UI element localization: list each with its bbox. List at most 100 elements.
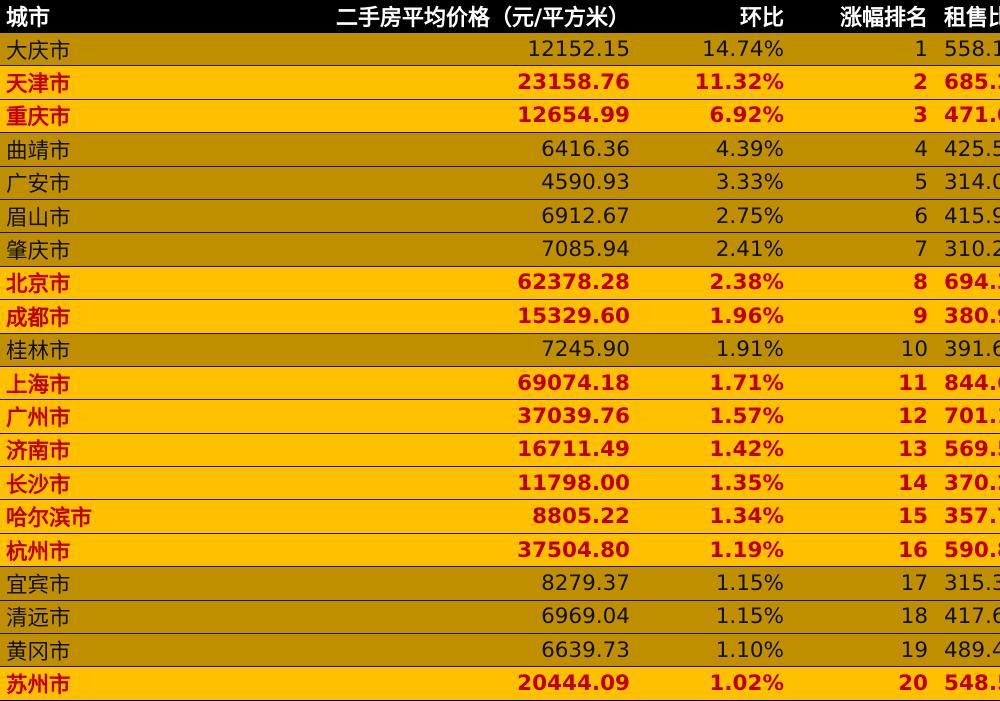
cell-rent-ratio: 370.2	[938, 466, 1000, 500]
cell-avg-price: 12654.99	[206, 98, 640, 133]
cell-rank: 13	[794, 432, 938, 467]
cell-city: 广安市	[0, 165, 206, 200]
cell-city: 上海市	[0, 365, 206, 400]
table-row: 清远市 6969.04 1.15% 18 417.6	[0, 599, 1000, 634]
cell-rent-ratio: 425.5	[938, 132, 1000, 167]
cell-mom: 4.39%	[640, 132, 794, 167]
table-row: 肇庆市 7085.94 2.41% 7 310.2	[0, 232, 1000, 267]
cell-rank: 15	[794, 499, 938, 534]
cell-rent-ratio: 310.2	[938, 232, 1000, 267]
header-mom: 环比	[640, 0, 794, 33]
header-rank: 涨幅排名	[794, 0, 938, 33]
cell-mom: 6.92%	[640, 98, 794, 133]
cell-rank: 5	[794, 165, 938, 200]
cell-rank: 8	[794, 265, 938, 300]
cell-mom: 1.10%	[640, 633, 794, 667]
cell-rent-ratio: 558.1	[938, 31, 1000, 66]
cell-rank: 2	[794, 65, 938, 100]
table-row: 宜宾市 8279.37 1.15% 17 315.3	[0, 566, 1000, 601]
cell-rank: 14	[794, 466, 938, 500]
cell-rent-ratio: 391.6	[938, 332, 1000, 367]
cell-rank: 9	[794, 299, 938, 334]
cell-mom: 2.75%	[640, 198, 794, 233]
table-body: 大庆市 12152.15 14.74% 1 558.1 天津市 23158.76 11.32%…	[0, 31, 1000, 701]
cell-avg-price: 6639.73	[206, 633, 640, 667]
cell-avg-price: 6416.36	[206, 132, 640, 167]
cell-rent-ratio: 357.7	[938, 499, 1000, 534]
header-city: 城市	[0, 0, 206, 33]
cell-mom: 1.35%	[640, 466, 794, 500]
cell-rent-ratio: 701.1	[938, 399, 1000, 434]
cell-rank: 4	[794, 132, 938, 167]
cell-city: 肇庆市	[0, 232, 206, 267]
cell-avg-price: 4590.93	[206, 165, 640, 200]
cell-mom: 2.38%	[640, 265, 794, 300]
cell-city: 杭州市	[0, 532, 206, 567]
cell-mom: 1.02%	[640, 666, 794, 701]
cell-mom: 14.74%	[640, 31, 794, 66]
cell-rank: 10	[794, 332, 938, 367]
cell-avg-price: 16711.49	[206, 432, 640, 467]
cell-avg-price: 15329.60	[206, 299, 640, 334]
cell-rank: 1	[794, 31, 938, 66]
cell-rent-ratio: 380.9	[938, 299, 1000, 334]
cell-rent-ratio: 314.0	[938, 165, 1000, 200]
cell-rent-ratio: 569.5	[938, 432, 1000, 467]
cell-avg-price: 62378.28	[206, 265, 640, 300]
cell-city: 北京市	[0, 265, 206, 300]
table-row: 广安市 4590.93 3.33% 5 314.0	[0, 165, 1000, 200]
cell-rank: 6	[794, 198, 938, 233]
table-row: 眉山市 6912.67 2.75% 6 415.9	[0, 198, 1000, 233]
cell-mom: 1.57%	[640, 399, 794, 434]
cell-rank: 18	[794, 599, 938, 634]
cell-rent-ratio: 844.6	[938, 365, 1000, 400]
cell-city: 苏州市	[0, 666, 206, 701]
cell-avg-price: 8805.22	[206, 499, 640, 534]
cell-mom: 1.15%	[640, 599, 794, 634]
table-row: 黄冈市 6639.73 1.10% 19 489.4	[0, 633, 1000, 667]
cell-mom: 1.15%	[640, 566, 794, 601]
cell-city: 宜宾市	[0, 566, 206, 601]
cell-mom: 1.71%	[640, 365, 794, 400]
cell-rent-ratio: 489.4	[938, 633, 1000, 667]
cell-rank: 3	[794, 98, 938, 133]
cell-city: 广州市	[0, 399, 206, 434]
cell-mom: 1.34%	[640, 499, 794, 534]
cell-rent-ratio: 548.5	[938, 666, 1000, 701]
cell-avg-price: 7085.94	[206, 232, 640, 267]
cell-rent-ratio: 694.3	[938, 265, 1000, 300]
cell-avg-price: 23158.76	[206, 65, 640, 100]
cell-city: 眉山市	[0, 198, 206, 233]
table-row: 大庆市 12152.15 14.74% 1 558.1	[0, 31, 1000, 66]
cell-rank: 7	[794, 232, 938, 267]
cell-avg-price: 7245.90	[206, 332, 640, 367]
cell-mom: 1.19%	[640, 532, 794, 567]
cell-rank: 11	[794, 365, 938, 400]
cell-mom: 1.42%	[640, 432, 794, 467]
cell-city: 成都市	[0, 299, 206, 334]
cell-rank: 16	[794, 532, 938, 567]
cell-rent-ratio: 685.2	[938, 65, 1000, 100]
cell-city: 桂林市	[0, 332, 206, 367]
cell-rank: 12	[794, 399, 938, 434]
cell-rent-ratio: 417.6	[938, 599, 1000, 634]
cell-rent-ratio: 471.0	[938, 98, 1000, 133]
cell-avg-price: 12152.15	[206, 31, 640, 66]
cell-city: 哈尔滨市	[0, 499, 206, 534]
cell-city: 天津市	[0, 65, 206, 100]
cell-city: 重庆市	[0, 98, 206, 133]
cell-mom: 2.41%	[640, 232, 794, 267]
cell-avg-price: 37039.76	[206, 399, 640, 434]
header-avg-price: 二手房平均价格（元/平方米）	[206, 0, 640, 33]
cell-rank: 17	[794, 566, 938, 601]
cell-city: 黄冈市	[0, 633, 206, 667]
